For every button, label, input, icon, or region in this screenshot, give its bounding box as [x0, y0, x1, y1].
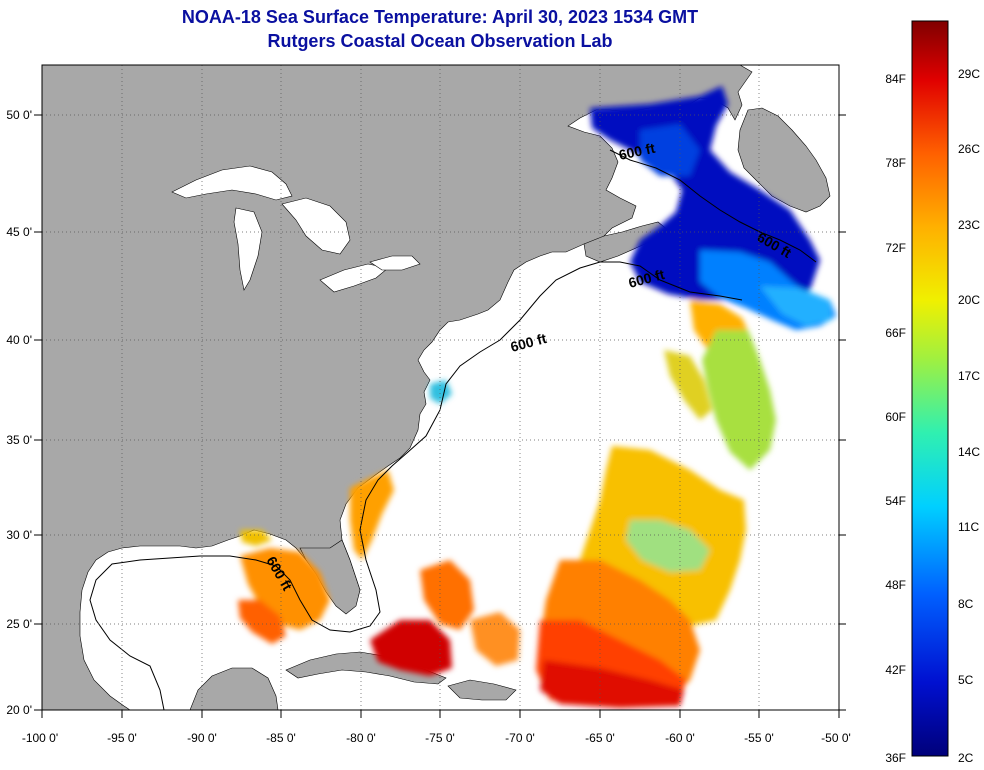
colorbar-f-label: 36F [885, 751, 906, 765]
great-lakes [171, 165, 421, 293]
colorbar-c-label: 26C [958, 142, 980, 156]
colorbar-c-label: 23C [958, 218, 980, 232]
lat-tick-label: 30 0' [6, 528, 32, 542]
contour-label: 600 ft [617, 140, 656, 163]
lon-tick-label: -55 0' [744, 731, 774, 745]
lon-tick-label: -95 0' [107, 731, 137, 745]
colorbar-c-label: 29C [958, 67, 980, 81]
colorbar [911, 20, 949, 757]
lat-tick-label: 50 0' [6, 108, 32, 122]
lat-tick-label: 45 0' [6, 225, 32, 239]
lat-tick-label: 25 0' [6, 617, 32, 631]
colorbar-c-labels: 29C 26C 23C 20C 17C 14C 11C 8C 5C 2C [958, 67, 980, 765]
sst-data [238, 86, 836, 708]
lat-tick-label: 35 0' [6, 433, 32, 447]
colorbar-f-label: 48F [885, 578, 906, 592]
map-grid [42, 65, 839, 710]
colorbar-f-label: 78F [885, 156, 906, 170]
cuba-land [285, 651, 447, 685]
colorbar-c-label: 5C [958, 673, 974, 687]
yucatan-land [189, 667, 279, 710]
map-subtitle: Rutgers Coastal Ocean Observation Lab [267, 31, 613, 51]
colorbar-f-label: 72F [885, 241, 906, 255]
lon-tick-label: -60 0' [665, 731, 695, 745]
lon-tick-label: -90 0' [187, 731, 217, 745]
newfoundland-land [737, 107, 831, 213]
lon-tick-label: -65 0' [585, 731, 615, 745]
lat-tick-label: 40 0' [6, 333, 32, 347]
isobath-contours [89, 149, 817, 710]
colorbar-c-label: 2C [958, 751, 974, 765]
lon-tick-label: -85 0' [266, 731, 296, 745]
lon-tick-label: -50 0' [821, 731, 851, 745]
colorbar-f-label: 84F [885, 72, 906, 86]
map-content: 600 ft 600 ft 600 ft 600 ft 600 ft [42, 65, 836, 710]
colorbar-c-label: 14C [958, 445, 980, 459]
colorbar-f-label: 54F [885, 494, 906, 508]
latitude-labels: 50 0' 45 0' 40 0' 35 0' 30 0' 25 0' 20 0… [6, 108, 32, 717]
colorbar-c-label: 20C [958, 293, 980, 307]
hispaniola-land [447, 679, 517, 701]
colorbar-c-label: 17C [958, 369, 980, 383]
longitude-labels: -100 0' -95 0' -90 0' -85 0' -80 0' -75 … [22, 731, 851, 745]
colorbar-f-label: 42F [885, 663, 906, 677]
colorbar-f-label: 66F [885, 326, 906, 340]
colorbar-f-label: 60F [885, 410, 906, 424]
lon-tick-label: -80 0' [346, 731, 376, 745]
map-title: NOAA-18 Sea Surface Temperature: April 3… [181, 7, 699, 27]
axis-ticks [34, 114, 846, 718]
colorbar-c-label: 8C [958, 597, 974, 611]
colorbar-c-label: 11C [958, 520, 979, 534]
lat-tick-label: 20 0' [6, 703, 32, 717]
lon-tick-label: -70 0' [505, 731, 535, 745]
colorbar-f-labels: 84F 78F 72F 66F 60F 54F 48F 42F 36F [885, 72, 906, 765]
lon-tick-label: -100 0' [22, 731, 58, 745]
lon-tick-label: -75 0' [425, 731, 455, 745]
